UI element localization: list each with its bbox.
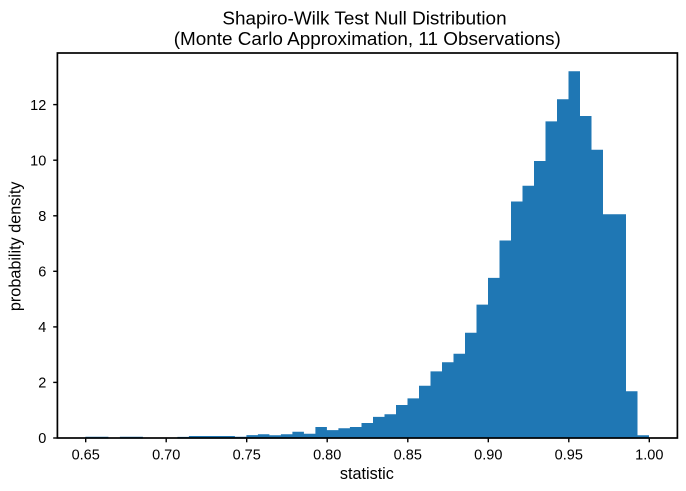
svg-text:0.85: 0.85 xyxy=(394,447,422,463)
svg-text:probability density: probability density xyxy=(6,181,24,311)
svg-text:(Monte Carlo Approximation, 11: (Monte Carlo Approximation, 11 Observati… xyxy=(174,29,561,50)
svg-text:0: 0 xyxy=(38,431,46,447)
svg-text:8: 8 xyxy=(38,209,46,225)
svg-text:0.75: 0.75 xyxy=(233,447,261,463)
svg-text:12: 12 xyxy=(30,98,46,114)
svg-text:4: 4 xyxy=(38,320,46,336)
svg-text:0.80: 0.80 xyxy=(313,447,341,463)
svg-text:1.00: 1.00 xyxy=(635,447,663,463)
svg-text:Shapiro-Wilk Test Null Distrib: Shapiro-Wilk Test Null Distribution xyxy=(222,8,506,29)
svg-text:0.70: 0.70 xyxy=(152,447,180,463)
svg-text:2: 2 xyxy=(38,376,46,392)
svg-text:statistic: statistic xyxy=(340,465,394,483)
svg-text:0.65: 0.65 xyxy=(72,447,100,463)
svg-text:0.95: 0.95 xyxy=(555,447,583,463)
svg-text:0.90: 0.90 xyxy=(474,447,502,463)
svg-text:10: 10 xyxy=(30,153,46,169)
svg-text:6: 6 xyxy=(38,265,46,281)
